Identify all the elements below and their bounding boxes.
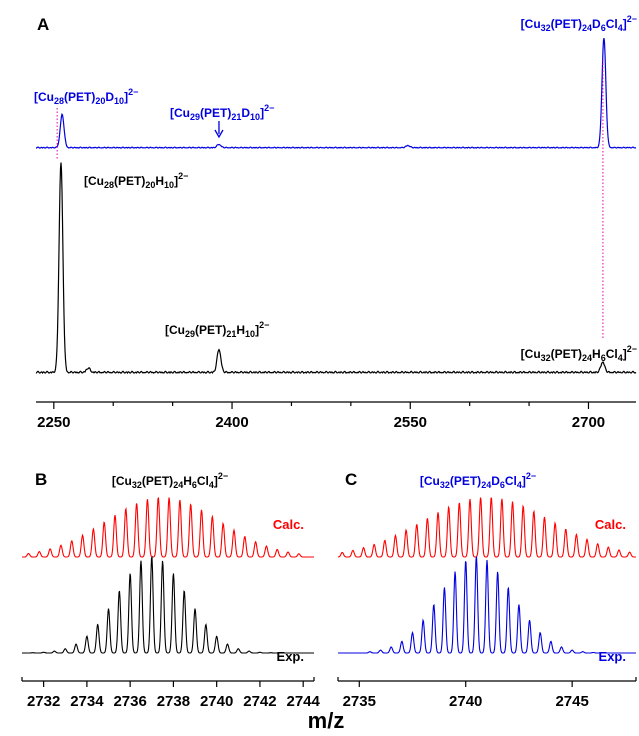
series-label-calc: Calc. <box>273 517 304 532</box>
panel-letter-a: A <box>37 15 49 34</box>
tick-label: 2744 <box>286 693 320 710</box>
annotation-cu29-h: [Cu29(PET)21H10]2− <box>165 320 269 339</box>
panel-title: [Cu32(PET)24H6Cl4]2− <box>112 471 228 490</box>
tick-label-a: 2700 <box>572 414 605 431</box>
x-axis-label: m/z <box>308 708 345 733</box>
annotation-cu28-d: [Cu28(PET)20D10]2− <box>34 87 138 106</box>
spectrum-line-black <box>35 162 637 375</box>
panel-letter-b: B <box>35 470 47 489</box>
panel-c: Calc. Exp. [Cu32(PET)24D6Cl4]2− 2735 2740 274… <box>337 471 637 710</box>
series-label-calc: Calc. <box>595 517 626 532</box>
tick-label: 2742 <box>243 693 276 710</box>
series-label-exp: Exp. <box>277 649 304 664</box>
panel-b: Calc. Exp. [Cu32(PET)24H6Cl4]2− 2732 2734 273… <box>21 471 321 710</box>
tick-label: 2740 <box>200 693 233 710</box>
isotope-line-exp <box>22 555 314 654</box>
tick-label: 2740 <box>449 693 482 710</box>
isotope-line-calc <box>22 497 314 558</box>
spectrum-line-blue <box>35 37 637 149</box>
annotation-cu28-h: [Cu28(PET)20H10]2− <box>84 171 188 190</box>
tick-label: 2736 <box>113 693 146 710</box>
annotation-cu29-d: [Cu29(PET)21D10]2− <box>170 103 274 122</box>
tick-label-a: 2250 <box>37 414 70 431</box>
arrow-head-cu29 <box>214 129 224 139</box>
isotope-line-calc <box>337 497 636 558</box>
tick-label: 2738 <box>157 693 190 710</box>
tick-label: 2734 <box>70 693 104 710</box>
tick-label: 2732 <box>27 693 60 710</box>
tick-label-a: 2550 <box>394 414 427 431</box>
series-label-exp: Exp. <box>599 649 626 664</box>
tick-label: 2735 <box>343 693 376 710</box>
panel-title: [Cu32(PET)24D6Cl4]2− <box>420 471 536 490</box>
annotation-cu32-h: [Cu32(PET)24H6Cl4]2− <box>521 344 637 363</box>
isotope-line-exp <box>338 556 636 654</box>
annotation-cu32-d: [Cu32(PET)24D6Cl4]2− <box>521 14 637 33</box>
tick-label: 2745 <box>555 693 588 710</box>
tick-label-a: 2400 <box>215 414 248 431</box>
panel-a: [Cu28(PET)20D10]2− [Cu29(PET)21D10]2− [Cu3… <box>34 14 637 431</box>
panel-letter-c: C <box>345 470 357 489</box>
